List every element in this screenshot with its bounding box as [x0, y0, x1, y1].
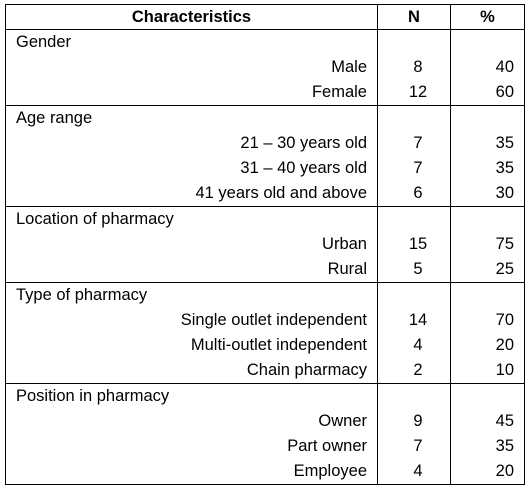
table-row: 21 – 30 years old 7 35: [5, 131, 525, 156]
row-label: 31 – 40 years old: [5, 156, 378, 181]
table-row: Single outlet independent 14 70: [5, 308, 525, 333]
characteristics-table: Characteristics N % Gender Male 8 40 Female 1…: [5, 4, 525, 485]
row-percent: 25: [450, 257, 525, 283]
table-row: Urban 15 75: [5, 232, 525, 257]
table-row: Male 8 40: [5, 55, 525, 80]
group-title: Location of pharmacy: [5, 206, 378, 232]
row-percent: 30: [450, 181, 525, 207]
row-n: 7: [377, 434, 451, 459]
table-row: Female 12 60: [5, 80, 525, 106]
row-percent: 70: [450, 308, 525, 333]
group-n-empty: [377, 206, 451, 232]
table-row: Owner 9 45: [5, 409, 525, 434]
row-n: 4: [377, 333, 451, 358]
group-row-location-of-pharmacy: Location of pharmacy: [5, 206, 525, 232]
row-percent: 75: [450, 232, 525, 257]
group-percent-empty: [450, 282, 525, 308]
group-title: Age range: [5, 105, 378, 131]
header-n: N: [377, 4, 451, 30]
group-n-empty: [377, 105, 451, 131]
header-percent: %: [450, 4, 525, 30]
group-percent-empty: [450, 29, 525, 55]
group-row-age-range: Age range: [5, 105, 525, 131]
row-percent: 35: [450, 156, 525, 181]
table-row: 31 – 40 years old 7 35: [5, 156, 525, 181]
row-n: 14: [377, 308, 451, 333]
group-row-position-in-pharmacy: Position in pharmacy: [5, 383, 525, 409]
row-percent: 10: [450, 358, 525, 384]
row-label: Single outlet independent: [5, 308, 378, 333]
row-n: 2: [377, 358, 451, 384]
row-n: 6: [377, 181, 451, 207]
row-n: 5: [377, 257, 451, 283]
group-percent-empty: [450, 383, 525, 409]
table-body: Gender Male 8 40 Female 12 60 Age range 21 – 30 …: [5, 29, 525, 485]
group-title: Position in pharmacy: [5, 383, 378, 409]
row-percent: 60: [450, 80, 525, 106]
row-n: 7: [377, 156, 451, 181]
row-n: 8: [377, 55, 451, 80]
table-row: Employee 4 20: [5, 459, 525, 485]
table-row: Multi-outlet independent 4 20: [5, 333, 525, 358]
row-n: 15: [377, 232, 451, 257]
row-label: Urban: [5, 232, 378, 257]
row-percent: 35: [450, 434, 525, 459]
group-n-empty: [377, 282, 451, 308]
table-row: 41 years old and above 6 30: [5, 181, 525, 207]
group-n-empty: [377, 29, 451, 55]
row-percent: 20: [450, 333, 525, 358]
row-label: Owner: [5, 409, 378, 434]
row-n: 7: [377, 131, 451, 156]
table-row: Part owner 7 35: [5, 434, 525, 459]
group-title: Type of pharmacy: [5, 282, 378, 308]
header-characteristics: Characteristics: [5, 4, 378, 30]
header-row: Characteristics N %: [5, 4, 525, 30]
row-percent: 35: [450, 131, 525, 156]
group-row-gender: Gender: [5, 29, 525, 55]
row-n: 4: [377, 459, 451, 485]
row-label: Female: [5, 80, 378, 106]
group-title: Gender: [5, 29, 378, 55]
row-percent: 40: [450, 55, 525, 80]
table-row: Chain pharmacy 2 10: [5, 358, 525, 384]
group-percent-empty: [450, 206, 525, 232]
group-row-type-of-pharmacy: Type of pharmacy: [5, 282, 525, 308]
row-label: Part owner: [5, 434, 378, 459]
row-label: 21 – 30 years old: [5, 131, 378, 156]
table-row: Rural 5 25: [5, 257, 525, 283]
table-header: Characteristics N %: [5, 4, 525, 30]
row-n: 12: [377, 80, 451, 106]
row-label: Rural: [5, 257, 378, 283]
row-percent: 20: [450, 459, 525, 485]
row-label: Multi-outlet independent: [5, 333, 378, 358]
row-percent: 45: [450, 409, 525, 434]
row-label: 41 years old and above: [5, 181, 378, 207]
group-n-empty: [377, 383, 451, 409]
group-percent-empty: [450, 105, 525, 131]
row-label: Male: [5, 55, 378, 80]
row-label: Employee: [5, 459, 378, 485]
row-n: 9: [377, 409, 451, 434]
row-label: Chain pharmacy: [5, 358, 378, 384]
